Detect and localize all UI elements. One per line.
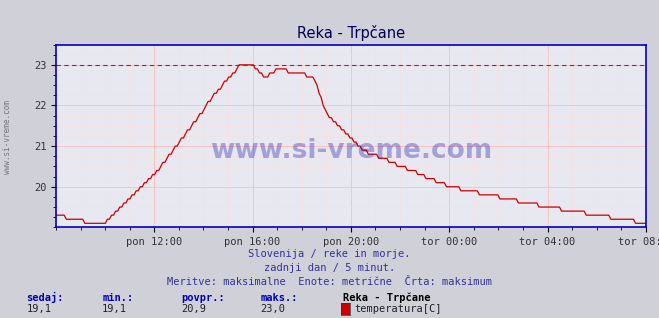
Text: temperatura[C]: temperatura[C]	[355, 304, 442, 314]
Title: Reka - Trpčane: Reka - Trpčane	[297, 24, 405, 41]
Text: 19,1: 19,1	[102, 304, 127, 314]
Text: www.si-vreme.com: www.si-vreme.com	[3, 100, 13, 174]
Text: www.si-vreme.com: www.si-vreme.com	[210, 138, 492, 163]
Text: min.:: min.:	[102, 293, 133, 302]
Text: Slovenija / reke in morje.: Slovenija / reke in morje.	[248, 249, 411, 259]
Text: Meritve: maksimalne  Enote: metrične  Črta: maksimum: Meritve: maksimalne Enote: metrične Črta…	[167, 277, 492, 287]
Text: zadnji dan / 5 minut.: zadnji dan / 5 minut.	[264, 263, 395, 273]
Text: 20,9: 20,9	[181, 304, 206, 314]
Text: maks.:: maks.:	[260, 293, 298, 302]
Text: Reka - Trpčane: Reka - Trpčane	[343, 292, 430, 302]
Text: 23,0: 23,0	[260, 304, 285, 314]
Text: 19,1: 19,1	[26, 304, 51, 314]
Text: sedaj:: sedaj:	[26, 292, 64, 302]
Text: povpr.:: povpr.:	[181, 293, 225, 302]
